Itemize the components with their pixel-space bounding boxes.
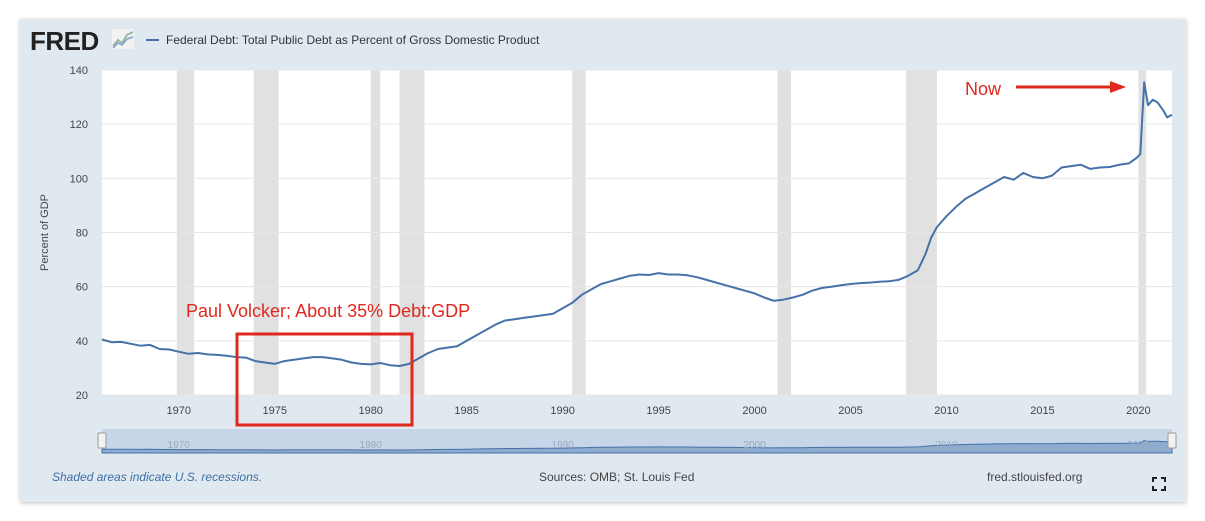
x-tick-label: 2015 [1030, 405, 1054, 417]
navigator-tick-label: 1980 [360, 440, 383, 451]
navigator-tick-label: 1970 [168, 440, 191, 451]
y-tick-label: 60 [76, 282, 88, 294]
fullscreen-icon[interactable] [1152, 477, 1166, 491]
now-annotation: Now [965, 79, 1002, 99]
series-line [101, 81, 1173, 367]
y-tick-label: 80 [76, 228, 88, 240]
navigator-tick-label: 2020 [1127, 440, 1150, 451]
x-tick-label: 1970 [167, 405, 191, 417]
legend-label: Federal Debt: Total Public Debt as Perce… [166, 33, 540, 47]
now-arrow-head [1110, 81, 1126, 93]
x-tick-label: 1975 [262, 405, 286, 417]
y-tick-label: 20 [76, 390, 88, 402]
x-tick-label: 1995 [646, 405, 670, 417]
volcker-annotation: Paul Volcker; About 35% Debt:GDP [186, 301, 470, 321]
x-tick-label: 2000 [742, 405, 766, 417]
x-tick-label: 2010 [934, 405, 958, 417]
fred-graph-icon [112, 29, 134, 49]
site-link[interactable]: fred.stlouisfed.org [987, 470, 1083, 484]
chart-header: FRED Federal Debt: Total Public Debt as … [20, 19, 1186, 63]
chart-card: FRED Federal Debt: Total Public Debt as … [20, 19, 1186, 502]
navigator-series [101, 440, 1173, 454]
y-tick-label: 140 [70, 65, 88, 77]
chart-legend: Federal Debt: Total Public Debt as Perce… [146, 33, 539, 47]
x-tick-label: 1990 [550, 405, 574, 417]
line-chart: 20 40 60 80 100 120 140 1970 1975 1980 1985 1990 199… [39, 65, 1177, 454]
navigator-handle[interactable] [1167, 432, 1177, 449]
x-tick-label: 2020 [1126, 405, 1150, 417]
navigator-tick-label: 1990 [552, 440, 575, 451]
navigator-tick-label: 2000 [743, 440, 766, 451]
y-tick-label: 120 [70, 119, 88, 131]
x-tick-label: 1985 [454, 405, 478, 417]
x-tick-label: 1980 [358, 405, 382, 417]
y-tick-label: 100 [70, 173, 88, 185]
volcker-box [235, 332, 414, 427]
y-axis-label: Percent of GDP [39, 194, 51, 271]
recession-note: Shaded areas indicate U.S. recessions. [52, 470, 263, 484]
legend-swatch [146, 39, 159, 41]
x-tick-label: 2005 [838, 405, 862, 417]
fred-logo[interactable]: FRED [30, 26, 99, 56]
y-tick-label: 40 [76, 336, 88, 348]
sources-note: Sources: OMB; St. Louis Fed [539, 470, 695, 484]
navigator-tick-label: 2010 [935, 440, 958, 451]
navigator-handle[interactable] [97, 432, 107, 449]
